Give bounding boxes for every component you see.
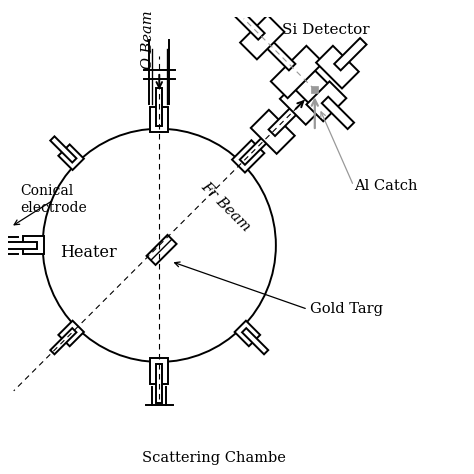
Polygon shape <box>146 235 177 265</box>
Polygon shape <box>251 110 295 154</box>
Polygon shape <box>240 15 284 59</box>
Polygon shape <box>6 242 36 248</box>
Polygon shape <box>280 81 324 125</box>
Text: Scattering Chambe: Scattering Chambe <box>142 451 286 465</box>
Polygon shape <box>156 88 163 127</box>
Polygon shape <box>232 140 264 173</box>
Polygon shape <box>334 38 366 70</box>
Polygon shape <box>322 97 354 129</box>
Polygon shape <box>232 7 264 40</box>
Polygon shape <box>150 107 168 132</box>
Text: Si Detector: Si Detector <box>283 23 370 37</box>
Text: Al Catch: Al Catch <box>354 179 417 193</box>
Polygon shape <box>58 145 84 170</box>
Polygon shape <box>242 328 268 354</box>
Text: O Beam: O Beam <box>141 10 155 69</box>
Text: Fr Beam: Fr Beam <box>198 179 253 234</box>
Polygon shape <box>306 82 346 121</box>
Polygon shape <box>263 38 295 70</box>
Text: Heater: Heater <box>60 244 117 261</box>
Text: Gold Targ: Gold Targ <box>310 302 383 316</box>
Polygon shape <box>316 46 359 89</box>
Polygon shape <box>235 321 260 346</box>
Polygon shape <box>58 321 84 346</box>
Polygon shape <box>50 137 76 163</box>
Polygon shape <box>156 364 163 402</box>
Polygon shape <box>50 328 76 354</box>
Bar <box>311 86 319 93</box>
Polygon shape <box>269 102 303 136</box>
Text: Conical
electrode: Conical electrode <box>20 184 87 215</box>
Polygon shape <box>23 236 44 255</box>
Polygon shape <box>150 358 168 384</box>
Polygon shape <box>240 130 275 165</box>
Polygon shape <box>271 46 323 98</box>
Polygon shape <box>295 70 334 109</box>
